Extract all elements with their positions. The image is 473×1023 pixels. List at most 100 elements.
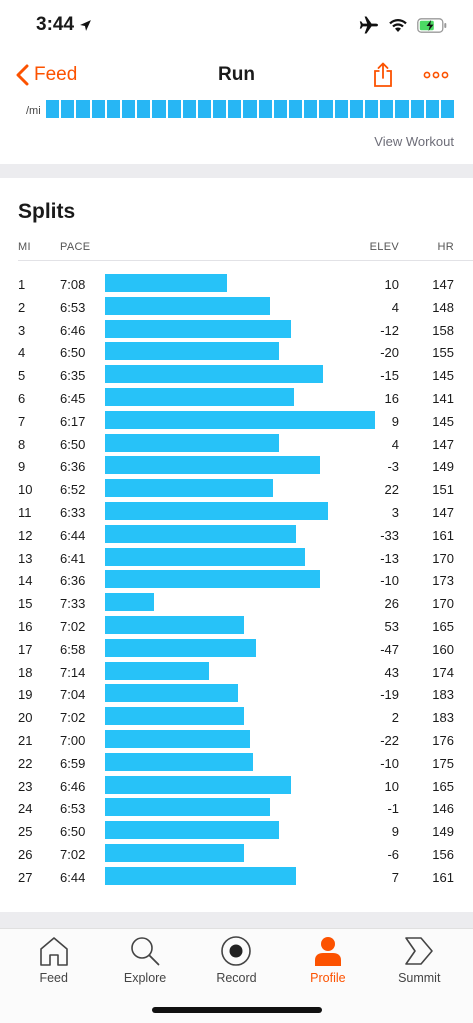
split-heart-rate: 161 <box>432 869 454 885</box>
pace-strip-segment <box>243 100 257 118</box>
split-row: 23 6:46 10 165 <box>0 775 473 798</box>
split-mile: 8 <box>18 436 26 452</box>
pace-strip-segment <box>258 100 272 118</box>
split-heart-rate: 170 <box>432 596 454 612</box>
pace-strip-segment <box>228 100 242 118</box>
split-row: 9 6:36 -3 149 <box>0 455 473 478</box>
time-label: 3:44 <box>36 14 75 35</box>
split-heart-rate: 146 <box>432 801 454 817</box>
pace-strip-segment <box>61 100 75 118</box>
split-elevation: 9 <box>391 824 399 840</box>
split-heart-rate: 161 <box>432 527 454 543</box>
split-row: 3 6:46 -12 158 <box>0 319 473 342</box>
split-heart-rate: 147 <box>432 504 454 520</box>
chevron-left-icon <box>16 64 29 86</box>
split-elevation: 2 <box>391 710 399 726</box>
section-divider <box>0 164 473 178</box>
split-row: 1 7:08 10 147 <box>0 273 473 296</box>
pace-bar <box>105 342 279 361</box>
split-heart-rate: 151 <box>432 482 454 498</box>
pace-bar <box>105 479 274 498</box>
split-row: 2 6:53 4 148 <box>0 296 473 319</box>
split-mile: 24 <box>18 801 33 817</box>
pace-bar <box>105 775 291 794</box>
split-pace: 6:17 <box>60 413 86 429</box>
split-row: 27 6:44 7 161 <box>0 866 473 889</box>
split-heart-rate: 183 <box>432 710 454 726</box>
pace-strip-segment <box>152 100 166 118</box>
split-mile: 1 <box>18 277 26 292</box>
pace-bar <box>105 661 210 680</box>
back-button[interactable]: Feed <box>14 64 77 86</box>
split-row: 4 6:50 -20 155 <box>0 341 473 364</box>
header-pace: PACE <box>60 241 91 253</box>
split-pace: 7:00 <box>60 732 86 748</box>
split-row: 13 6:41 -13 170 <box>0 547 473 570</box>
pace-strip-segment <box>334 100 348 118</box>
split-elevation: 16 <box>384 390 399 406</box>
split-row: 12 6:44 -33 161 <box>0 524 473 547</box>
split-heart-rate: 170 <box>432 550 454 566</box>
split-mile: 20 <box>18 710 33 726</box>
tab-label: Feed <box>39 971 68 985</box>
back-label: Feed <box>34 64 78 85</box>
navigation-bar: Feed Run <box>0 50 473 100</box>
pace-bar <box>105 615 245 634</box>
split-pace: 6:50 <box>60 824 86 840</box>
split-elevation: 3 <box>391 504 399 520</box>
pace-strip-segment <box>213 100 227 118</box>
split-pace: 7:02 <box>60 710 86 726</box>
header-hr: HR <box>437 241 454 253</box>
pace-bar <box>105 524 297 543</box>
tab-label: Record <box>216 971 257 985</box>
tab-profile[interactable]: Profile <box>288 935 368 1023</box>
split-pace: 6:58 <box>60 641 86 657</box>
header-divider <box>18 260 473 261</box>
more-icon[interactable] <box>423 71 449 79</box>
tab-label: Summit <box>398 971 441 985</box>
split-elevation: -13 <box>380 550 399 566</box>
split-pace: 7:33 <box>60 596 86 612</box>
tab-record[interactable]: Record <box>196 935 276 1023</box>
pace-strip-segment <box>410 100 424 118</box>
split-mile: 13 <box>18 550 33 566</box>
view-workout-link[interactable]: View Workout <box>374 134 454 149</box>
split-pace: 6:50 <box>60 436 86 452</box>
split-elevation: -19 <box>380 687 399 703</box>
split-mile: 25 <box>18 824 33 840</box>
profile-icon <box>314 937 341 966</box>
split-heart-rate: 141 <box>432 390 454 406</box>
split-heart-rate: 147 <box>432 277 454 292</box>
split-row: 19 7:04 -19 183 <box>0 683 473 706</box>
battery-charging-icon <box>417 17 447 33</box>
tab-feed[interactable]: Feed <box>14 935 94 1023</box>
split-elevation: -20 <box>380 345 399 361</box>
split-mile: 12 <box>18 527 33 543</box>
pace-chart-card: /mi View Workout <box>0 100 473 164</box>
summit-icon <box>405 937 434 965</box>
split-heart-rate: 165 <box>432 778 454 794</box>
split-pace: 7:08 <box>60 277 86 292</box>
split-mile: 2 <box>18 299 26 315</box>
split-pace: 7:04 <box>60 687 86 703</box>
split-mile: 22 <box>18 755 33 771</box>
pace-strip-segment <box>182 100 196 118</box>
split-mile: 5 <box>18 368 26 384</box>
split-pace: 7:02 <box>60 618 86 634</box>
split-mile: 3 <box>18 322 26 338</box>
tab-summit[interactable]: Summit <box>379 935 459 1023</box>
pace-strip-segment <box>167 100 181 118</box>
tab-explore[interactable]: Explore <box>105 935 185 1023</box>
share-icon[interactable] <box>373 62 393 88</box>
pace-bar <box>105 296 271 315</box>
split-mile: 26 <box>18 846 33 862</box>
split-pace: 6:45 <box>60 390 86 406</box>
pace-bar <box>105 843 245 862</box>
splits-title: Splits <box>18 200 76 223</box>
pace-strip-segment <box>349 100 363 118</box>
pace-strip-segment <box>380 100 394 118</box>
search-icon <box>131 937 160 966</box>
pace-bar <box>105 707 245 726</box>
split-mile: 18 <box>18 664 33 680</box>
splits-card: Splits MI PACE ELEV HR 1 7:08 10 147 2 6:53 4 1… <box>0 178 473 912</box>
